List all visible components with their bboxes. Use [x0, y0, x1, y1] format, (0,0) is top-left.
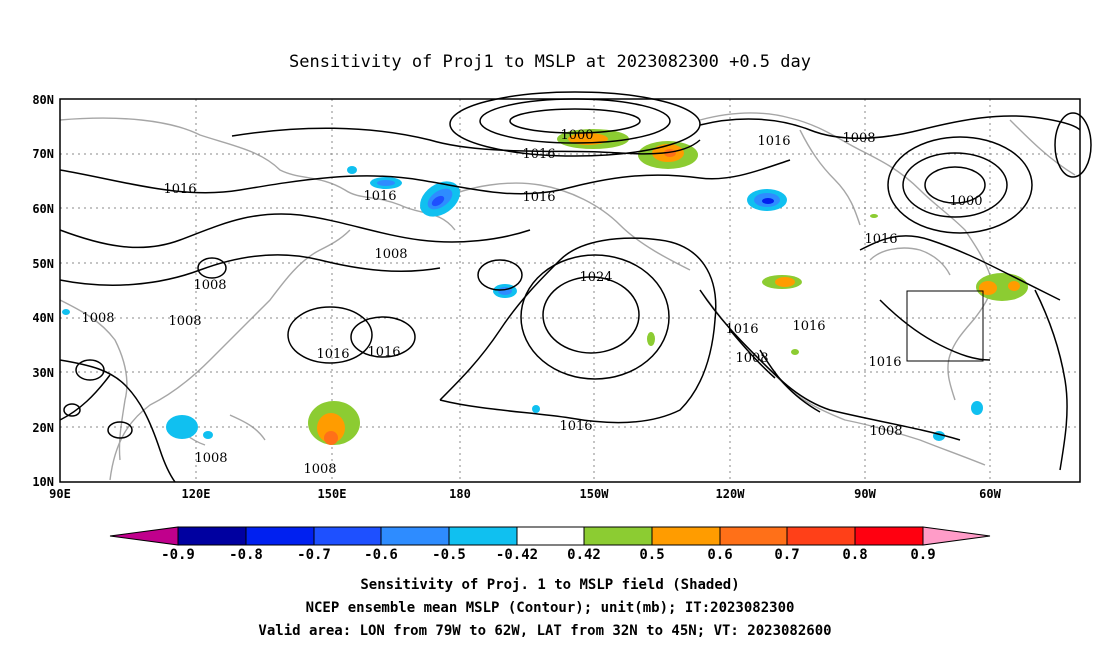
contour-label: 1008 [193, 278, 226, 293]
lat-label: 30N [32, 366, 54, 380]
positive-anomaly [317, 413, 345, 443]
map-frame [59, 98, 1081, 483]
colorbar-label: -0.7 [297, 547, 331, 563]
colorbar-label: 0.8 [842, 547, 867, 563]
colorbar-label: -0.9 [161, 547, 195, 563]
map-panel: 1000 1016 1016 1008 1016 1016 1008 1016 … [59, 91, 1092, 483]
colorbar-label: 0.42 [567, 547, 601, 563]
colorbar-swatch [313, 526, 382, 546]
negative-anomaly [347, 166, 357, 174]
positive-anomaly [791, 349, 799, 355]
colorbar-label: 0.9 [910, 547, 935, 563]
lat-label: 70N [32, 147, 54, 161]
positive-anomaly [870, 214, 878, 218]
colorbar-label: -0.8 [229, 547, 263, 563]
contour-label: 1008 [168, 314, 201, 329]
caption-line-1: Sensitivity of Proj. 1 to MSLP field (Sh… [360, 577, 739, 593]
contour-labels: 1000 1016 1016 1008 1016 1016 1008 1016 … [81, 128, 982, 477]
negative-anomaly [203, 431, 213, 439]
latitude-axis: 80N 70N 60N 50N 40N 30N 20N 10N [32, 93, 54, 489]
mslp-contours [59, 91, 1092, 483]
colorbar-swatch [583, 526, 653, 546]
contour-label: 1016 [864, 232, 897, 247]
colorbar-swatch [177, 526, 247, 546]
contour-label: 1016 [522, 190, 555, 205]
contour-label: 1016 [316, 347, 349, 362]
colorbar-swatch [516, 526, 585, 546]
contour-label: 1016 [522, 147, 555, 162]
contour-label: 1008 [869, 424, 902, 439]
negative-anomaly [762, 198, 774, 204]
contour-label: 1008 [735, 351, 768, 366]
positive-anomaly [1008, 281, 1020, 291]
colorbar-label: 0.7 [774, 547, 799, 563]
lat-label: 60N [32, 202, 54, 216]
contour-label: 1000 [560, 128, 593, 143]
contour-label: 1016 [725, 322, 758, 337]
colorbar-swatch [651, 526, 721, 546]
lat-label: 50N [32, 257, 54, 271]
negative-anomaly [377, 180, 395, 186]
colorbar-label: 0.6 [707, 547, 732, 563]
negative-anomaly [971, 401, 983, 415]
map-title: Sensitivity of Proj1 to MSLP at 20230823… [289, 52, 811, 72]
colorbar-swatch [448, 526, 518, 546]
contour-label: 1008 [194, 451, 227, 466]
negative-anomaly [62, 309, 70, 315]
contour-label: 1016 [792, 319, 825, 334]
colorbar-swatch [719, 526, 788, 546]
colorbar: -0.9 -0.8 -0.7 -0.6 -0.5 -0.42 0.42 0.5 … [109, 526, 991, 563]
negative-anomaly [532, 405, 540, 413]
lon-label: 150E [318, 487, 347, 501]
colorbar-min-arrow [109, 526, 179, 546]
longitude-axis: 90E 120E 150E 180 150W 120W 90W 60W [49, 487, 1001, 501]
colorbar-label: -0.5 [432, 547, 466, 563]
colorbar-swatch [854, 526, 924, 546]
lat-label: 20N [32, 421, 54, 435]
colorbar-label: 0.5 [639, 547, 664, 563]
negative-anomaly [431, 195, 445, 207]
lon-label: 90W [854, 487, 876, 501]
contour-label: 1016 [367, 345, 400, 360]
contour-label: 1016 [757, 134, 790, 149]
contour-label: 1024 [579, 270, 612, 285]
lat-lon-grid [60, 99, 1080, 482]
lon-label: 150W [580, 487, 610, 501]
contour-label: 1016 [363, 189, 396, 204]
caption-line-3: Valid area: LON from 79W to 62W, LAT fro… [258, 623, 831, 639]
colorbar-label: -0.42 [496, 547, 538, 563]
lon-label: 120W [716, 487, 746, 501]
contour-label: 1016 [163, 182, 196, 197]
contour-label: 1016 [868, 355, 901, 370]
lon-label: 90E [49, 487, 71, 501]
contour-label: 1000 [949, 194, 982, 209]
positive-anomaly [979, 281, 997, 295]
positive-anomaly [775, 277, 795, 287]
positive-anomaly [647, 332, 655, 346]
lat-label: 80N [32, 93, 54, 107]
negative-anomaly [166, 415, 198, 439]
colorbar-swatch [245, 526, 315, 546]
lon-label: 60W [979, 487, 1001, 501]
lat-label: 10N [32, 475, 54, 489]
positive-anomaly [324, 431, 338, 445]
contour-label: 1008 [842, 131, 875, 146]
contour-label: 1008 [303, 462, 336, 477]
lat-label: 40N [32, 311, 54, 325]
valid-area-box [906, 290, 984, 362]
colorbar-max-arrow [922, 526, 991, 546]
contour-label: 1008 [81, 311, 114, 326]
contour-label: 1016 [559, 419, 592, 434]
lon-label: 120E [182, 487, 211, 501]
colorbar-swatch [786, 526, 856, 546]
caption-line-2: NCEP ensemble mean MSLP (Contour); unit(… [306, 600, 795, 616]
contour-label: 1008 [374, 247, 407, 262]
lon-label: 180 [449, 487, 471, 501]
colorbar-label: -0.6 [364, 547, 398, 563]
colorbar-swatch [380, 526, 450, 546]
